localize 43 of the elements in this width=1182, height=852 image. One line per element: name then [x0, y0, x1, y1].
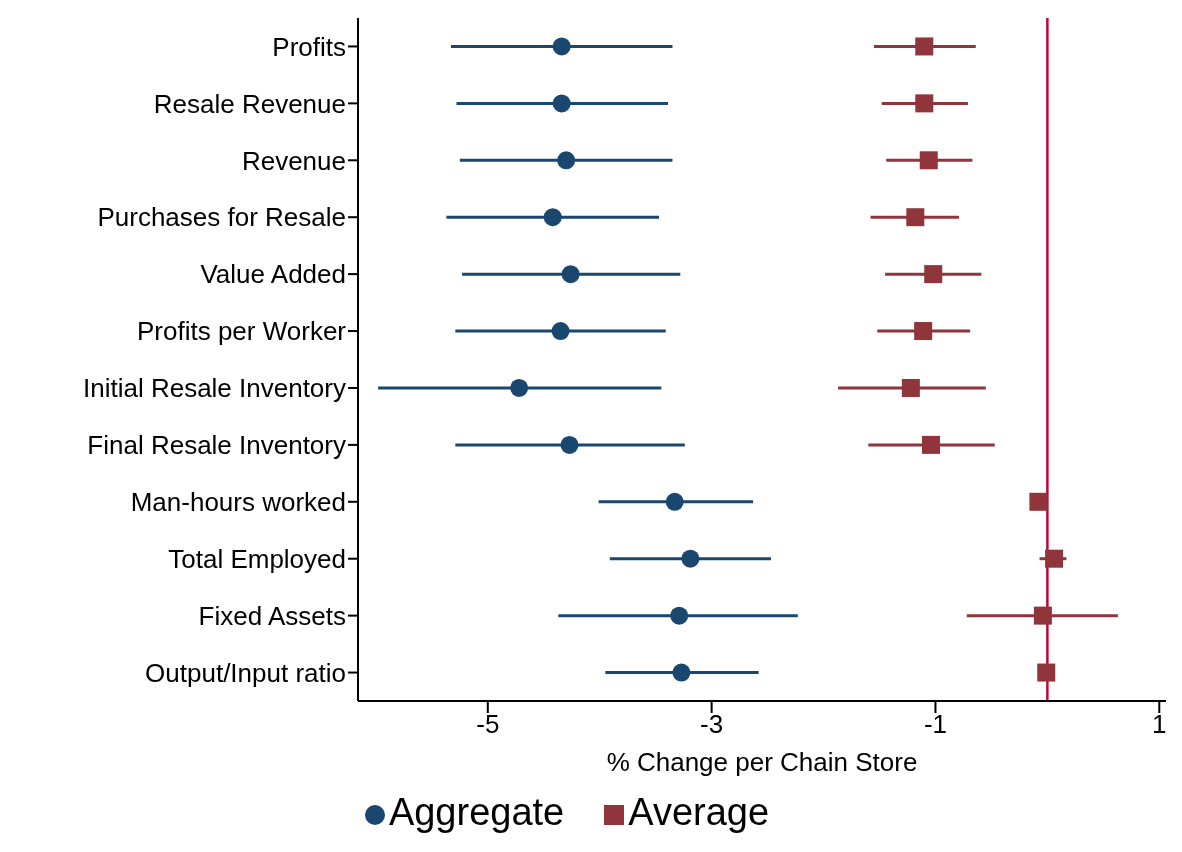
point: [543, 208, 562, 227]
point: [552, 94, 571, 113]
point: [1029, 492, 1048, 511]
point: [672, 663, 691, 682]
point: [670, 606, 689, 625]
point: [552, 37, 571, 56]
point: [510, 378, 529, 397]
point: [665, 492, 684, 511]
point: [557, 151, 576, 170]
point: [1033, 606, 1052, 625]
y-tick-label: Final Resale Inventory: [87, 430, 346, 461]
y-tick-label: Revenue: [241, 145, 346, 176]
point: [915, 94, 934, 113]
y-tick-label: Man-hours worked: [130, 487, 346, 518]
x-tick-label: -5: [476, 709, 500, 740]
x-tick-label: -1: [923, 709, 948, 740]
x-axis-title: % Change per Chain Store: [606, 747, 918, 777]
point: [551, 322, 570, 341]
y-tick-label: Fixed Assets: [198, 600, 346, 631]
y-tick-label: Output/Input ratio: [145, 657, 346, 688]
point: [561, 265, 580, 284]
point: [1037, 663, 1056, 682]
legend-label: Average: [628, 791, 770, 833]
y-tick-label: Resale Revenue: [153, 88, 346, 119]
point: [560, 435, 579, 454]
x-tick-label: 1: [1152, 709, 1167, 740]
legend-label: Aggregate: [388, 791, 565, 833]
point: [921, 435, 940, 454]
point: [924, 265, 943, 284]
point: [1045, 549, 1064, 568]
x-tick-label: -3: [700, 709, 724, 740]
point: [901, 378, 920, 397]
y-tick-label: Value Added: [200, 259, 346, 290]
y-tick-label: Initial Resale Inventory: [82, 373, 346, 404]
point: [906, 208, 925, 227]
y-tick-label: Profits: [272, 31, 346, 62]
point: [914, 322, 933, 341]
y-tick-label: Purchases for Resale: [97, 202, 346, 233]
point: [681, 549, 700, 568]
point: [915, 37, 934, 56]
y-tick-label: Total Employed: [168, 543, 346, 574]
point: [919, 151, 938, 170]
y-tick-label: Profits per Worker: [136, 316, 347, 347]
